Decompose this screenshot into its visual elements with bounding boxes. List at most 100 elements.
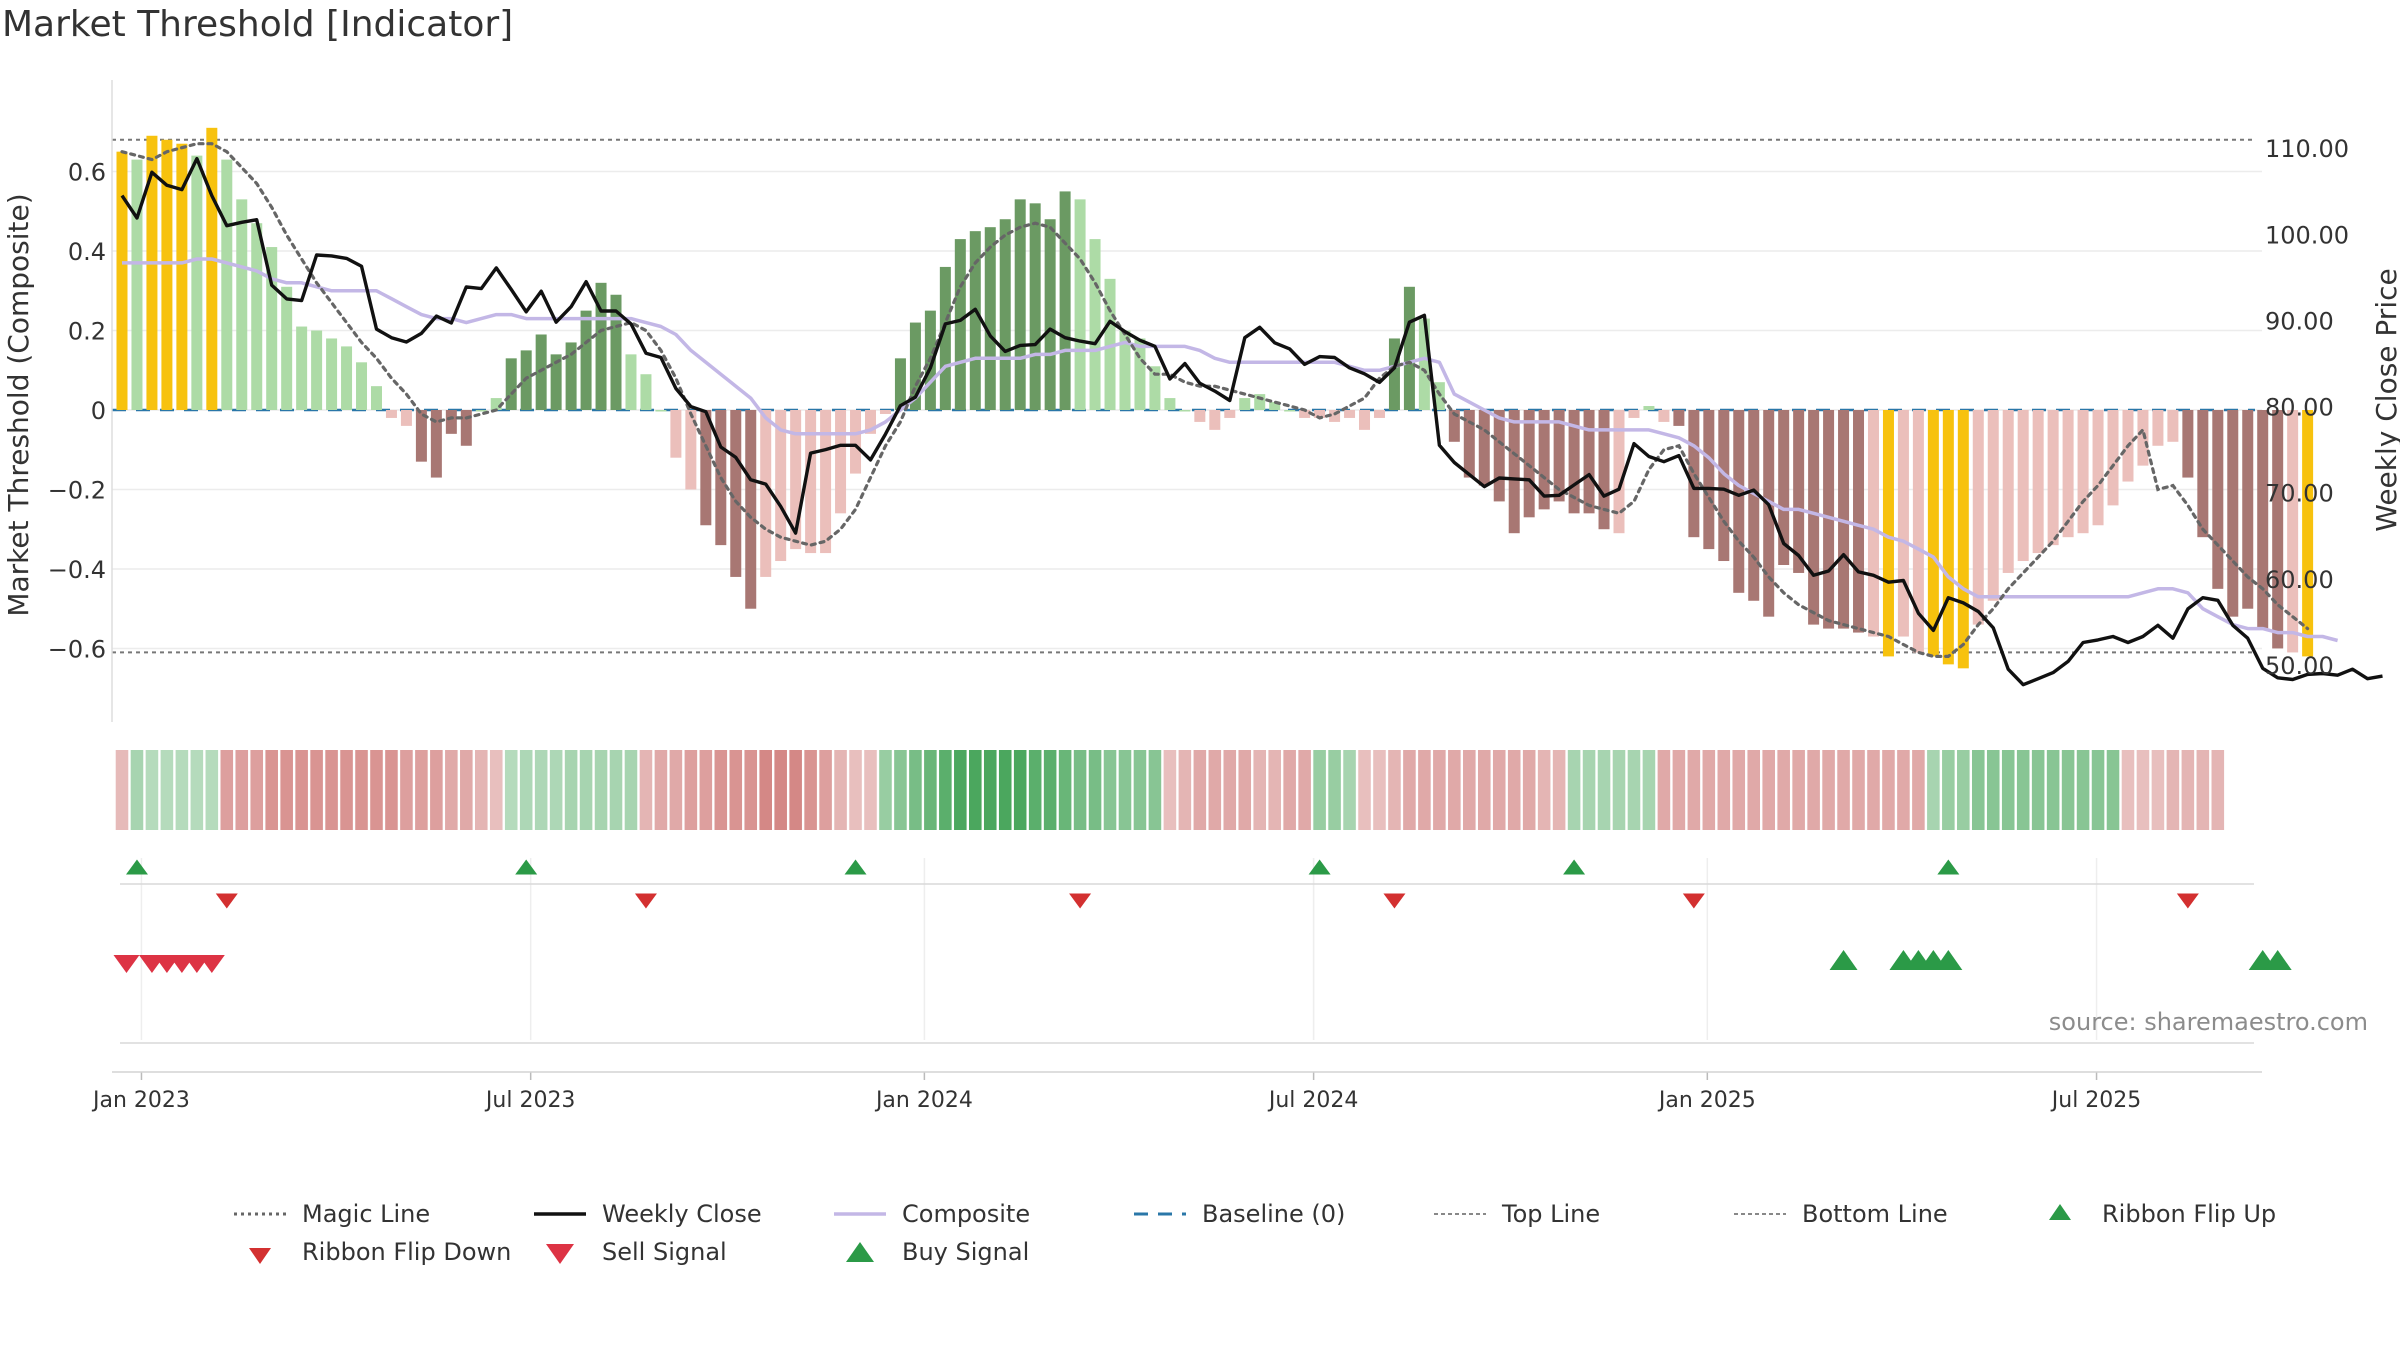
composite-bar — [1373, 410, 1385, 418]
ribbon-cell — [1298, 750, 1311, 830]
composite-bar — [1403, 286, 1415, 410]
ribbon-cell — [1642, 750, 1656, 830]
ribbon-cell — [1762, 750, 1775, 830]
composite-bar — [1029, 203, 1041, 410]
ribbon-cell — [445, 750, 458, 830]
dashed-line-icon — [1134, 1212, 1186, 1216]
ribbon-flip-down-marker — [1682, 893, 1705, 909]
ribbon-cell — [2106, 750, 2120, 830]
composite-bar — [1134, 338, 1146, 410]
composite-bar — [790, 410, 802, 550]
composite-bar — [999, 219, 1011, 410]
composite-bar — [1493, 410, 1505, 502]
composite-bar — [850, 410, 862, 474]
ribbon-cell — [1477, 750, 1491, 830]
composite-bar — [385, 410, 397, 418]
ribbon-cell — [669, 750, 683, 830]
composite-bar — [550, 354, 562, 410]
composite-bar — [1119, 330, 1131, 410]
composite-bar — [1224, 410, 1236, 418]
composite-bar — [820, 410, 832, 554]
ribbon-cell — [954, 750, 967, 830]
ribbon-cell — [624, 750, 638, 830]
ribbon-panel — [115, 750, 2225, 830]
composite-bar — [835, 410, 847, 514]
composite-bar — [1508, 410, 1520, 534]
composite-bar — [445, 410, 457, 434]
composite-bar — [879, 410, 891, 414]
composite-bar — [1658, 410, 1670, 422]
composite-bar — [326, 338, 338, 410]
x-tick-label: Jul 2023 — [484, 1088, 576, 1113]
ribbon-cell — [1567, 750, 1581, 830]
composite-bar — [2287, 410, 2299, 653]
composite-bar — [775, 410, 787, 562]
ribbon-cell — [1927, 750, 1940, 830]
ribbon-cell — [1971, 750, 1985, 830]
ribbon-cell — [175, 750, 189, 830]
composite-bar — [1718, 410, 1730, 562]
reference-lines — [112, 138, 2255, 654]
composite-bar — [1733, 410, 1745, 593]
ribbon-flip-up-marker — [844, 859, 867, 875]
x-tick-label: Jan 2023 — [91, 1088, 190, 1113]
ribbon-flip-up-marker — [515, 859, 538, 875]
ribbon-cell — [235, 750, 249, 830]
composite-bar — [2002, 410, 2014, 573]
composite-bar — [1897, 410, 1909, 637]
legend-label: Weekly Close — [602, 1200, 762, 1228]
composite-bar — [2272, 410, 2284, 649]
y-tick-left: −0.4 — [48, 556, 106, 584]
composite-bar — [1164, 398, 1176, 410]
composite-bar — [116, 151, 128, 410]
composite-bar — [1673, 410, 1685, 426]
legend-item-ribbon-flip-up: Ribbon Flip Up — [2030, 1198, 2330, 1230]
legend-label: Sell Signal — [602, 1238, 727, 1266]
ribbon-cell — [1238, 750, 1252, 830]
ribbon-cell — [534, 750, 548, 830]
ribbon-cell — [519, 750, 533, 830]
composite-bar — [1987, 410, 1999, 601]
ribbon-cell — [2181, 750, 2195, 830]
composite-bar — [1613, 410, 1625, 534]
composite-bar — [1688, 410, 1700, 538]
composite-bar — [595, 282, 607, 410]
legend-item-top-line: Top Line — [1430, 1198, 1700, 1230]
ribbon-cell — [370, 750, 383, 830]
composite-bar — [1867, 410, 1879, 637]
y-tick-left: 0.6 — [68, 159, 106, 187]
ribbon-cell — [1283, 750, 1296, 830]
legend-label: Ribbon Flip Down — [302, 1238, 512, 1266]
ribbon-cell — [2136, 750, 2150, 830]
composite-bar — [2137, 410, 2149, 466]
ribbon-flip-down-marker — [215, 893, 238, 909]
composite-bar — [1583, 410, 1595, 514]
ribbon-cell — [1403, 750, 1416, 830]
dotted-line-icon — [1734, 1213, 1786, 1215]
ribbon-cell — [1492, 750, 1506, 830]
composite-bar — [1074, 199, 1086, 410]
ribbon-cell — [1358, 750, 1371, 830]
composite-bar — [1359, 410, 1371, 430]
ribbon-cell — [220, 750, 234, 830]
magic-line — [120, 142, 2310, 658]
triangle-down-icon — [249, 1248, 271, 1264]
ribbon-cell — [1792, 750, 1805, 830]
ribbon-flip-up-marker — [1937, 859, 1960, 875]
composite-bar — [2152, 410, 2164, 446]
composite-bar — [2182, 410, 2194, 478]
ribbon-cell — [1088, 750, 1102, 830]
ribbon-cell — [190, 750, 204, 830]
composite-bar — [1239, 398, 1251, 410]
ribbon-cell — [310, 750, 323, 830]
composite-bar — [1703, 410, 1715, 550]
ribbon-cell — [1687, 750, 1701, 830]
ribbon-cell — [564, 750, 578, 830]
composite-bar — [1957, 410, 1969, 669]
ribbon-cell — [1223, 750, 1237, 830]
composite-bar — [2077, 410, 2089, 534]
composite-bar — [1314, 410, 1326, 418]
composite-bar — [1149, 366, 1161, 410]
ribbon-cell — [579, 750, 593, 830]
signal-panels — [113, 859, 2292, 1044]
